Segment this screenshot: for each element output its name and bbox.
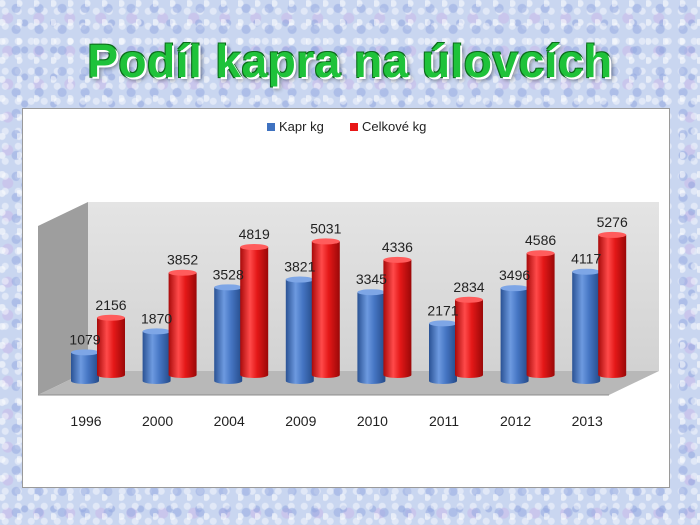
data-label-kapr-2012: 3496 xyxy=(499,267,530,283)
bar-kapr-2012 xyxy=(500,285,529,384)
bar-kapr-2011 xyxy=(429,320,457,384)
labels-layer: 1079 2156 1996 1870 3852 2000 3528 4819 2004 3821… xyxy=(69,214,628,429)
data-label-kapr-2000: 1870 xyxy=(141,310,172,326)
bar-celkove-2012 xyxy=(526,250,555,378)
legend-label-celkove: Celkové kg xyxy=(362,119,426,134)
x-tick-label-1996: 1996 xyxy=(70,413,101,429)
data-label-kapr-2010: 3345 xyxy=(356,271,387,287)
bar-chart: Kapr kg Celkové kg 1079 2156 1996 1870 3852 2… xyxy=(38,119,659,429)
bar-celkove-1996 xyxy=(97,314,125,378)
bar-kapr-2010 xyxy=(357,289,386,384)
bar-kapr-2009 xyxy=(285,276,314,384)
data-label-celkove-1996: 2156 xyxy=(95,297,126,313)
x-tick-label-2011: 2011 xyxy=(429,413,459,429)
bar-celkove-2010 xyxy=(383,256,412,378)
data-label-celkove-2004: 4819 xyxy=(239,226,270,242)
chart-container: Kapr kg Celkové kg 1079 2156 1996 1870 3852 2… xyxy=(22,108,670,488)
x-tick-label-2012: 2012 xyxy=(500,413,531,429)
data-label-kapr-1996: 1079 xyxy=(69,331,100,347)
bar-celkove-2004 xyxy=(240,244,269,378)
data-label-kapr-2004: 3528 xyxy=(213,266,244,282)
bar-kapr-1996 xyxy=(71,349,99,384)
data-label-celkove-2009: 5031 xyxy=(310,220,341,236)
data-label-celkove-2012: 4586 xyxy=(525,232,556,248)
bar-kapr-2000 xyxy=(142,328,171,384)
data-label-celkove-2000: 3852 xyxy=(167,252,198,268)
bar-celkove-2011 xyxy=(455,296,483,378)
bars-layer xyxy=(71,231,627,384)
legend-swatch-kapr xyxy=(267,123,275,131)
bar-kapr-2013 xyxy=(572,268,601,384)
x-tick-label-2013: 2013 xyxy=(572,413,603,429)
x-tick-label-2004: 2004 xyxy=(214,413,245,429)
x-tick-label-2009: 2009 xyxy=(285,413,316,429)
data-label-celkove-2010: 4336 xyxy=(382,239,413,255)
data-label-kapr-2009: 3821 xyxy=(284,259,315,275)
chart-floor xyxy=(38,371,659,395)
bar-kapr-2004 xyxy=(214,284,243,384)
data-label-celkove-2013: 5276 xyxy=(597,214,628,230)
chart-legend: Kapr kg Celkové kg xyxy=(267,119,426,134)
slide-title: Podíl kapra na úlovcích xyxy=(87,35,613,87)
data-label-celkove-2011: 2834 xyxy=(453,279,484,295)
chart-side-wall xyxy=(38,202,88,395)
data-label-kapr-2011: 2171 xyxy=(427,302,458,318)
bar-celkove-2013 xyxy=(598,231,627,378)
x-tick-label-2000: 2000 xyxy=(142,413,173,429)
bar-celkove-2000 xyxy=(168,269,197,378)
data-label-kapr-2013: 4117 xyxy=(571,251,601,267)
legend-swatch-celkove xyxy=(350,123,358,131)
bar-celkove-2009 xyxy=(311,238,340,378)
x-tick-label-2010: 2010 xyxy=(357,413,388,429)
legend-label-kapr: Kapr kg xyxy=(279,119,324,134)
